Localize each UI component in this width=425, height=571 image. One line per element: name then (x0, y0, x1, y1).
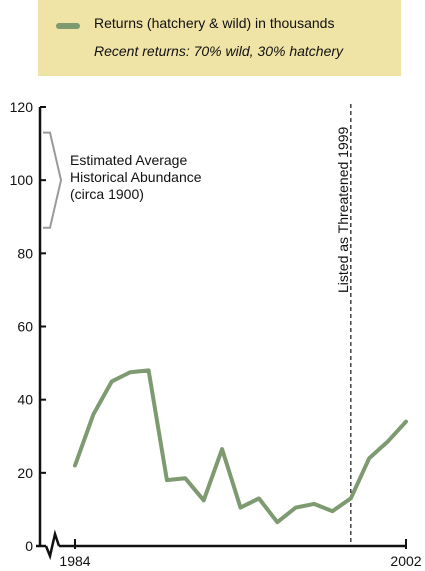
y-tick-label: 20 (17, 465, 33, 481)
historical-abundance-annotation: Estimated Average Historical Abundance (… (43, 131, 205, 229)
historical-label-line-3: (circa 1900) (70, 186, 144, 202)
y-tick-label: 120 (10, 99, 34, 115)
legend: Returns (hatchery & wild) in thousands R… (38, 0, 401, 76)
y-tick-label: 100 (10, 172, 34, 188)
series-group (73, 368, 408, 525)
threatened-label: Listed as Threatened 1999 (335, 126, 351, 293)
y-tick-label: 0 (25, 538, 33, 554)
historical-label-line-1: Estimated Average (70, 152, 187, 168)
historical-abundance-label: Estimated Average Historical Abundance (… (70, 152, 205, 202)
y-tick-label: 40 (17, 392, 33, 408)
x-axis-ticks: 1984 2002 (59, 539, 422, 569)
series-line-returns (73, 368, 408, 525)
historical-label-line-2: Historical Abundance (70, 169, 202, 185)
y-axis-ticks: 0 20 40 60 80 100 120 (10, 99, 46, 554)
x-tick-label: 1984 (59, 553, 90, 569)
legend-note: Recent returns: 70% wild, 30% hatchery (94, 43, 344, 59)
legend-swatch (56, 23, 80, 29)
historical-range-brace (43, 131, 63, 229)
x-tick-label: 2002 (390, 553, 421, 569)
threatened-annotation: Listed as Threatened 1999 (335, 104, 352, 546)
x-axis-break-mark (44, 529, 61, 561)
y-tick-label: 60 (17, 319, 33, 335)
legend-series-label: Returns (hatchery & wild) in thousands (94, 15, 335, 31)
y-tick-label: 80 (17, 245, 33, 261)
